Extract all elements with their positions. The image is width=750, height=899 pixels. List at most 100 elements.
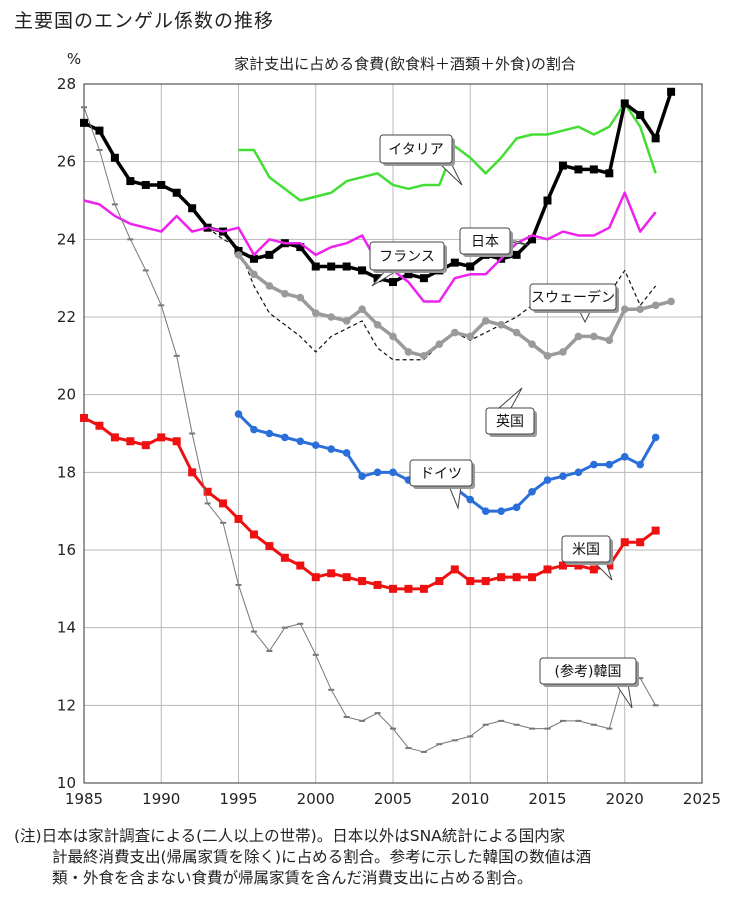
- data-point: [389, 584, 397, 593]
- data-point: [636, 460, 644, 469]
- callout-box: [459, 227, 511, 255]
- data-point: [250, 270, 258, 279]
- data-point: [219, 499, 228, 508]
- data-point: [528, 340, 536, 348]
- data-point: [157, 180, 166, 189]
- y-tick-label: 18: [57, 463, 76, 481]
- data-point: [95, 421, 104, 430]
- callout-1: 日本: [459, 227, 529, 257]
- data-point: [667, 297, 675, 306]
- data-point: [172, 188, 181, 197]
- data-point: [636, 111, 645, 120]
- data-point: [311, 309, 320, 317]
- x-tick-label: 1995: [219, 790, 257, 808]
- plot-frame: [83, 83, 703, 784]
- footnote-line-1: (注)日本は家計調査による(二人以上の世帯)。日本以外はSNA統計による国内家: [14, 827, 566, 845]
- data-point: [311, 441, 320, 449]
- y-tick-label: 20: [57, 386, 76, 404]
- data-point: [574, 468, 583, 477]
- data-point: [234, 410, 243, 418]
- data-point: [80, 413, 88, 422]
- callout-7: (参考)韓国: [539, 657, 639, 709]
- data-point: [249, 530, 258, 539]
- data-point: [281, 289, 289, 298]
- y-tick-label: 22: [57, 308, 76, 326]
- data-point: [543, 565, 552, 574]
- tick-layer: 10 12 14 16 18 20 22 24 26 28 1985 1990 1995 2000 2005…: [57, 75, 721, 808]
- footnote-line-2: 計最終消費支出(帰属家賃を除く)に占める割合。参考に示した韓国の数値は酒: [52, 848, 592, 866]
- footnote-line-3: 類・外食を含まない食費が帰属家賃を含んだ消費支出に占める割合。: [52, 869, 533, 887]
- data-point: [265, 250, 274, 259]
- callout-box: [409, 459, 473, 487]
- y-tick-label: 14: [57, 619, 76, 637]
- data-point: [172, 437, 181, 446]
- callout-pointer: [448, 485, 462, 510]
- data-point: [358, 577, 367, 586]
- callout-box: [561, 535, 611, 563]
- data-point: [234, 246, 243, 255]
- data-point: [481, 507, 490, 515]
- callout-3: スウェーデン: [529, 283, 619, 324]
- data-point: [141, 180, 150, 189]
- footnote: (注)日本は家計調査による(二人以上の世帯)。日本以外はSNA統計による国内家 …: [14, 826, 744, 889]
- callout-label: ドイツ: [420, 466, 462, 482]
- callout-box: [485, 407, 535, 435]
- data-point: [466, 332, 475, 341]
- callout-box: [379, 134, 453, 164]
- x-tick-label: 2005: [374, 790, 412, 808]
- data-point: [466, 262, 475, 271]
- data-point: [358, 266, 367, 275]
- data-point: [80, 118, 88, 127]
- data-point: [203, 487, 212, 496]
- data-point: [667, 87, 676, 96]
- data-point: [327, 313, 336, 321]
- callout-label: スウェーデン: [531, 289, 615, 306]
- data-point: [141, 441, 150, 450]
- data-point: [559, 472, 567, 481]
- data-point: [450, 565, 459, 574]
- data-point: [451, 328, 459, 337]
- data-point: [605, 169, 614, 178]
- data-point: [543, 476, 552, 484]
- x-tick-label: 2025: [683, 790, 721, 808]
- data-point: [342, 317, 351, 325]
- data-point: [281, 433, 289, 442]
- data-point: [651, 433, 660, 442]
- data-point: [590, 332, 598, 341]
- data-point: [558, 161, 567, 170]
- data-point: [574, 165, 583, 174]
- callout-4: 英国: [485, 387, 537, 437]
- data-point: [342, 449, 351, 457]
- data-point: [481, 577, 490, 586]
- data-point: [435, 340, 444, 348]
- data-point: [404, 270, 413, 279]
- data-point: [435, 577, 444, 586]
- callout-6: 米国: [561, 535, 613, 581]
- callout-0: イタリア: [379, 134, 463, 186]
- data-point: [497, 507, 505, 515]
- data-point: [126, 437, 135, 446]
- data-point: [250, 425, 258, 434]
- x-tick-label: 2000: [297, 790, 335, 808]
- x-tick-label: 1990: [142, 790, 180, 808]
- data-point: [95, 126, 104, 135]
- data-point: [450, 258, 459, 267]
- y-tick-label: 12: [57, 696, 76, 714]
- data-point: [605, 336, 614, 345]
- callout-box: [369, 241, 445, 271]
- callout-box: [539, 657, 637, 685]
- data-point: [419, 584, 428, 593]
- callout-2: フランス: [369, 241, 447, 287]
- data-point: [373, 274, 382, 283]
- data-point: [404, 348, 413, 356]
- data-point: [420, 352, 428, 360]
- data-point: [342, 573, 351, 582]
- callout-label: 米国: [572, 542, 600, 558]
- data-point: [389, 468, 397, 477]
- y-tick-label: 28: [57, 75, 76, 93]
- data-point: [404, 584, 413, 593]
- series-4: [234, 251, 675, 360]
- data-point: [589, 565, 598, 574]
- data-point: [574, 332, 583, 341]
